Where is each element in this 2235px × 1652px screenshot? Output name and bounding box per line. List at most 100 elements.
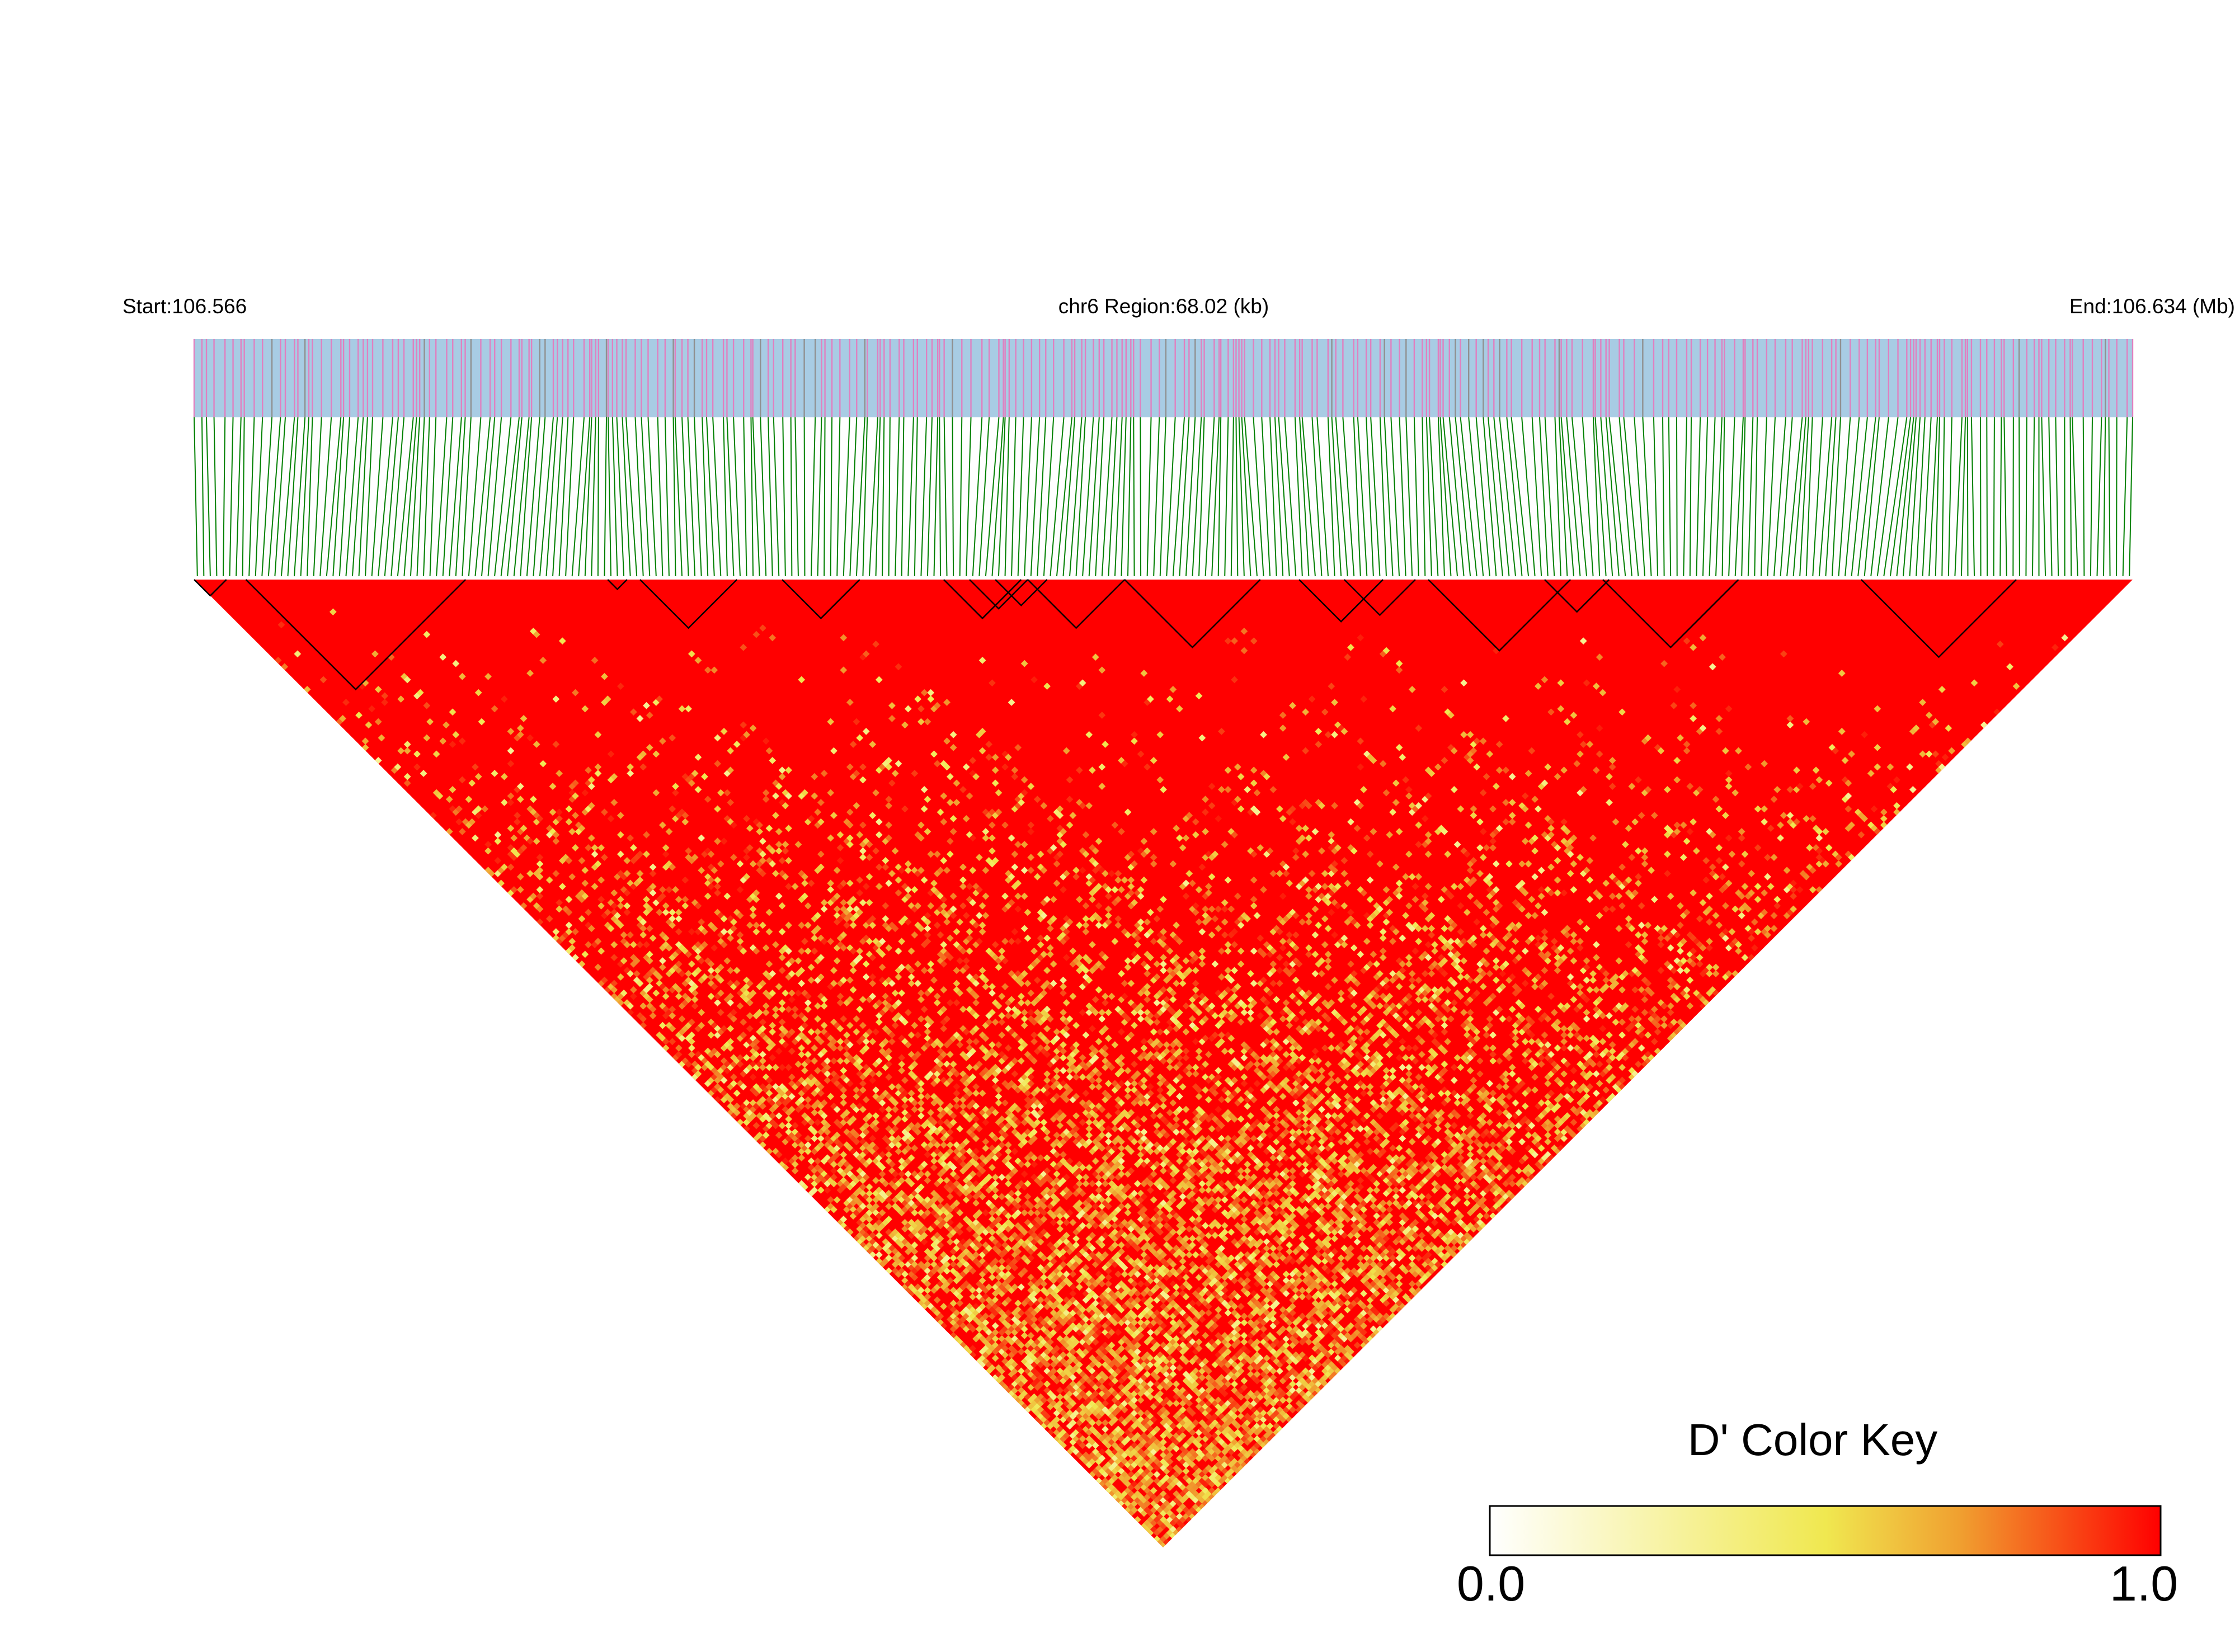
- snp-connector: [914, 417, 918, 577]
- snp-connector: [1721, 417, 1725, 577]
- snp-connector: [1327, 417, 1335, 577]
- snp-connector: [545, 417, 558, 577]
- ld-cell: [785, 1116, 792, 1123]
- ld-cell: [765, 1076, 773, 1084]
- ld-cell: [707, 1031, 715, 1039]
- ld-cell: [1040, 1396, 1048, 1404]
- ld-cell: [510, 886, 518, 893]
- snp-connector: [1773, 417, 1786, 577]
- snp-connector: [824, 417, 826, 577]
- snp-connector: [706, 417, 715, 577]
- ld-cell: [1043, 1380, 1051, 1388]
- snp-connector: [1935, 417, 1941, 577]
- snp-connector: [674, 417, 683, 577]
- snp-connector: [1316, 417, 1329, 577]
- ld-cell: [403, 747, 411, 755]
- snp-connector: [1311, 417, 1323, 577]
- snp-connector: [1357, 417, 1368, 577]
- snp-connector: [319, 417, 332, 577]
- snp-connector: [647, 417, 657, 577]
- ld-cell: [743, 1054, 750, 1062]
- snp-connector: [1634, 417, 1645, 577]
- snp-connector: [939, 417, 942, 577]
- snp-connector: [1269, 417, 1277, 577]
- ld-cell: [1079, 1435, 1086, 1443]
- snp-connector: [1488, 417, 1503, 577]
- snp-connector: [267, 417, 281, 577]
- snp-connector: [657, 417, 664, 577]
- snp-connector: [494, 417, 512, 577]
- snp-ticks: [193, 339, 2134, 417]
- snp-connector: [2082, 417, 2085, 577]
- ld-cell: [552, 928, 560, 935]
- snp-connector: [901, 417, 905, 577]
- snp-connector: [768, 417, 773, 577]
- snp-connector: [1805, 417, 1813, 577]
- ld-cell: [1140, 1503, 1148, 1510]
- ld-cell: [526, 870, 534, 877]
- ld-cell: [1056, 1400, 1064, 1407]
- snp-connector: [1274, 417, 1284, 577]
- ld-cell: [1062, 1432, 1070, 1439]
- ld-cell: [368, 705, 375, 713]
- snp-connector: [462, 417, 472, 577]
- snp-connector: [817, 417, 822, 577]
- ld-cell: [1056, 1387, 1064, 1394]
- ld-cell: [474, 805, 482, 813]
- ld-cell: [494, 857, 502, 864]
- snp-connector: [533, 417, 546, 577]
- snp-connector: [1594, 417, 1607, 577]
- ld-cell: [804, 1141, 812, 1149]
- snp-connector: [1075, 417, 1086, 577]
- snp-connector: [1011, 417, 1017, 577]
- ld-cell: [1001, 1345, 1009, 1352]
- ld-cell: [1056, 1393, 1064, 1401]
- ld-cell: [830, 1206, 837, 1213]
- ld-cell: [484, 841, 492, 848]
- ld-cell: [585, 941, 592, 948]
- ld-cell: [911, 1274, 919, 1281]
- snp-connector: [1172, 417, 1185, 577]
- ld-cell: [1091, 1442, 1099, 1449]
- ld-cells: [274, 608, 2069, 1547]
- snp-connector: [972, 417, 983, 577]
- snp-connector: [773, 417, 780, 577]
- ld-cell: [568, 938, 576, 945]
- ld-cell: [991, 1322, 999, 1330]
- ld-cell: [791, 1154, 799, 1162]
- snp-connector: [966, 417, 972, 577]
- snp-connector: [694, 417, 702, 577]
- ld-cell: [481, 805, 489, 813]
- ld-cell: [1037, 1380, 1044, 1388]
- ld-cell: [872, 1202, 879, 1210]
- snp-connector: [1062, 417, 1076, 577]
- ld-cell: [556, 899, 563, 906]
- ld-cell: [830, 1174, 837, 1181]
- ld-cell: [1140, 1477, 1148, 1485]
- ld-cell: [943, 1287, 951, 1294]
- ld-cell: [917, 1287, 925, 1294]
- snp-connector: [416, 417, 425, 577]
- ld-cell: [594, 963, 602, 971]
- ld-cell: [791, 1167, 799, 1175]
- snp-connector: [733, 417, 741, 577]
- snp-connector: [1342, 417, 1355, 577]
- ld-cell: [814, 1157, 821, 1165]
- snp-connector: [985, 417, 1000, 577]
- ld-cell: [865, 1183, 873, 1191]
- snp-connector: [213, 417, 218, 577]
- snp-connector: [895, 417, 900, 577]
- ld-cell: [1140, 1458, 1148, 1465]
- ld-cell: [633, 970, 641, 977]
- ld-cell: [885, 1216, 892, 1223]
- snp-connector: [1017, 417, 1024, 577]
- ld-cell: [520, 844, 528, 851]
- ld-cell: [840, 1216, 848, 1223]
- snp-connector: [1379, 417, 1387, 577]
- ld-cell: [420, 770, 427, 777]
- snp-connector: [1244, 417, 1258, 577]
- snp-connector: [584, 417, 592, 577]
- snp-connector: [274, 417, 286, 577]
- snp-connector: [1799, 417, 1809, 577]
- snp-connector: [1429, 417, 1439, 577]
